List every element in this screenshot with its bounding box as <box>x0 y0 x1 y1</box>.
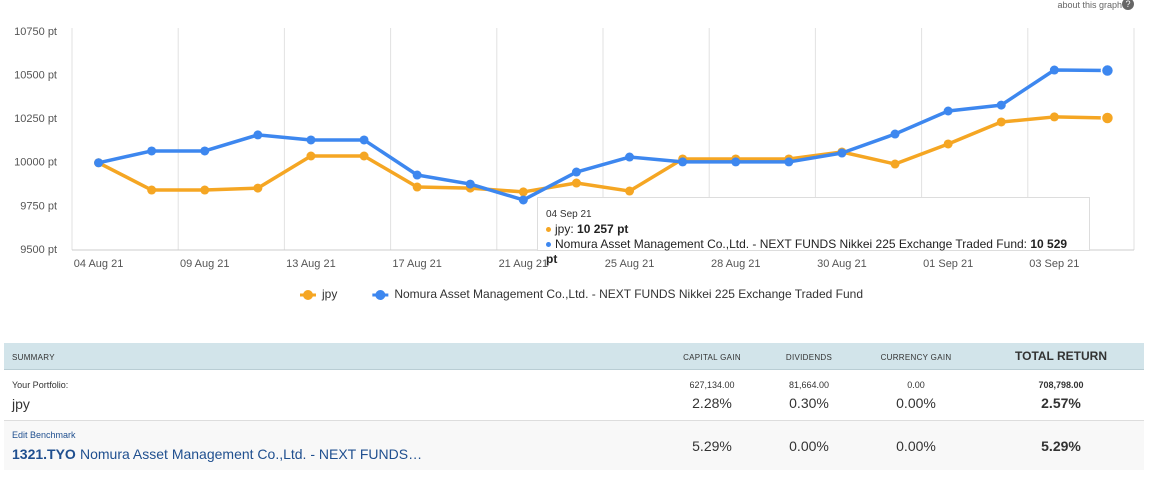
x-tick-label: 17 Aug 21 <box>392 258 442 270</box>
y-tick-label: 9750 pt <box>20 200 57 212</box>
point <box>943 106 953 116</box>
point <box>571 178 581 188</box>
point <box>465 179 475 189</box>
point <box>412 170 422 180</box>
bullet <box>546 227 551 233</box>
return: 5.29% <box>1041 438 1081 454</box>
x-tick-label: 03 Sep 21 <box>1029 258 1079 270</box>
point <box>94 158 104 168</box>
legend-label: jpy <box>321 287 337 301</box>
point <box>890 159 900 169</box>
point <box>837 148 847 158</box>
tooltip-value: 10 529 pt <box>546 237 1068 266</box>
point <box>784 157 794 167</box>
x-tick-label: 04 Aug 21 <box>74 258 124 270</box>
tooltip-row: jpy: 10 257 pt <box>546 222 1081 237</box>
y-tick-label: 10000 pt <box>14 157 57 169</box>
x-tick-label: 21 Aug 21 <box>499 258 549 270</box>
y-tick-label: 10750 pt <box>14 26 57 38</box>
point <box>147 185 157 195</box>
point <box>147 146 157 156</box>
caption: Your Portfolio: <box>12 380 69 390</box>
return: 2.28% <box>692 395 732 411</box>
x-tick-label: 01 Sep 21 <box>923 258 973 270</box>
point <box>1049 65 1059 75</box>
point <box>253 130 263 140</box>
y-tick-label: 10250 pt <box>14 113 57 125</box>
header-cell: CAPITAL GAIN <box>683 353 741 362</box>
point <box>359 151 369 161</box>
chart: 9500 pt 9750 pt 10000 pt 10250 pt 10500 pt 10… <box>14 26 1135 301</box>
benchmark-ticker[interactable]: 1321.TYO <box>12 446 76 462</box>
point <box>306 135 316 145</box>
help-icon[interactable]: ? <box>1122 0 1134 10</box>
point <box>200 146 210 156</box>
tooltip-label: jpy: <box>555 222 574 236</box>
legend-label: Nomura Asset Management Co.,Ltd. - NEXT … <box>394 287 863 301</box>
x-tick-label: 13 Aug 21 <box>286 258 336 270</box>
bullet <box>546 242 551 248</box>
point <box>625 152 635 162</box>
edit-benchmark[interactable]: Edit Benchmark <box>12 430 76 440</box>
point <box>1100 111 1115 125</box>
x-tick-label: 28 Aug 21 <box>711 258 761 270</box>
point <box>678 157 688 167</box>
tooltip-row: Nomura Asset Management Co.,Ltd. - NEXT … <box>546 237 1081 267</box>
portfolio-name: jpy <box>12 396 30 412</box>
about-link[interactable]: about this graph <box>1057 0 1122 10</box>
x-tick-label: 30 Aug 21 <box>817 258 867 270</box>
series-line <box>97 115 1108 194</box>
return: 5.29% <box>692 438 732 454</box>
point <box>306 151 316 161</box>
point <box>359 135 369 145</box>
header-cell: CURRENCY GAIN <box>880 353 952 362</box>
point <box>890 129 900 139</box>
portfolio-row: Your Portfolio: jpy 627,134.00 81,664.00… <box>4 370 1144 421</box>
tooltip-label: Nomura Asset Management Co.,Ltd. - NEXT … <box>555 237 1027 251</box>
point <box>625 186 635 196</box>
x-tick-label: 09 Aug 21 <box>180 258 230 270</box>
point <box>996 117 1006 127</box>
legend-swatch <box>303 290 313 300</box>
point <box>996 100 1006 110</box>
table-header: SUMMARY CAPITAL GAIN DIVIDENDS CURRENCY … <box>4 343 1144 370</box>
point <box>412 182 422 192</box>
tooltip-title: 04 Sep 21 <box>546 209 592 220</box>
point <box>731 157 741 167</box>
x-tick-label: 25 Aug 21 <box>605 258 655 270</box>
amount: 0.00 <box>907 380 925 390</box>
tooltip-value: 10 257 pt <box>577 222 629 236</box>
point <box>943 139 953 149</box>
point <box>1049 112 1059 122</box>
header-cell: DIVIDENDS <box>785 353 833 362</box>
amount: 81,664.00 <box>788 380 830 390</box>
amount: 708,798.00 <box>1038 380 1084 390</box>
series-line <box>98 68 1108 202</box>
point <box>1100 63 1115 78</box>
amount: 627,134.00 <box>689 380 735 390</box>
return: 0.30% <box>789 395 829 411</box>
point <box>253 183 263 193</box>
point <box>200 185 210 195</box>
point <box>571 167 581 177</box>
point <box>518 187 528 197</box>
return: 0.00% <box>896 395 936 411</box>
return: 0.00% <box>896 438 936 454</box>
legend-swatch <box>375 290 386 300</box>
y-tick-label: 9500 pt <box>20 244 57 256</box>
benchmark-name[interactable]: Nomura Asset Management Co.,Ltd. - NEXT … <box>80 446 423 462</box>
header-cell: SUMMARY <box>12 353 55 362</box>
tooltip: 04 Sep 21 jpy: 10 257 pt Nomura Asset Ma… <box>537 197 1090 266</box>
benchmark-row: Edit Benchmark 1321.TYO Nomura Asset Man… <box>4 421 1144 470</box>
return: 2.57% <box>1041 395 1081 411</box>
header-cell: TOTAL RETURN <box>1015 349 1107 363</box>
y-tick-label: 10500 pt <box>14 70 57 82</box>
point <box>518 195 528 205</box>
return: 0.00% <box>789 438 829 454</box>
